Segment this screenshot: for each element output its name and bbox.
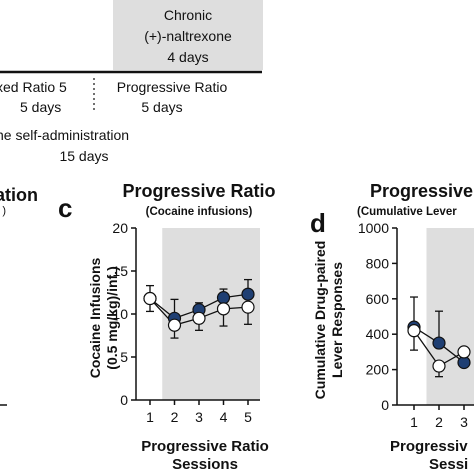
panel-d-shaded-region — [426, 228, 474, 405]
partial-panel-subtitle: ) — [2, 205, 6, 217]
panel-c-xtick-label: 3 — [195, 409, 203, 425]
panel-d-title: Progressive — [370, 181, 473, 201]
panel-d-ytick-label: 0 — [381, 397, 389, 413]
panel-d-ytick-label: 200 — [366, 362, 390, 378]
fixed-ratio-line-1: xed Ratio 5 — [0, 79, 67, 95]
panel-c-letter: c — [58, 193, 72, 223]
progressive-ratio-line-1: Progressive Ratio — [117, 79, 228, 95]
self-admin-line-1: ne self-administration — [0, 127, 129, 143]
panel-c-series-open-point — [192, 311, 206, 325]
panel-c-title: Progressive Ratio — [122, 181, 275, 201]
panel-d-ytick-label: 800 — [366, 255, 390, 271]
panel-d-series-filled-point — [432, 336, 446, 350]
panel-d-xtick-label: 2 — [435, 414, 443, 430]
fixed-ratio-line-2: 5 days — [20, 99, 61, 115]
panel-c-xtick-label: 5 — [244, 409, 252, 425]
panel-d-ytick-label: 400 — [366, 326, 390, 342]
panel-d-ytick-label: 1000 — [358, 220, 389, 236]
partial-panel-left: ation ) — [0, 185, 38, 406]
panel-c-ytick-label: 5 — [120, 349, 128, 365]
progressive-ratio-line-2: 5 days — [141, 99, 182, 115]
panel-c-series-open-point — [167, 318, 182, 332]
panel-c-ytick-label: 10 — [112, 306, 128, 322]
panel-c-series-open-point — [241, 300, 255, 314]
panel-d-ytick-label: 600 — [366, 291, 390, 307]
panel-d-series-open-point — [457, 345, 471, 359]
panel-d-xtick-label: 3 — [460, 414, 468, 430]
panel-c-ylabel-line-2: (0.5 mg/kg)/inf.) — [104, 266, 120, 369]
panel-d-ylabel-line-2: Lever Responses — [329, 262, 345, 378]
panel-c-subtitle: (Cocaine infusions) — [146, 206, 253, 218]
panel-d-letter: d — [310, 208, 326, 238]
panel-c-ylabel-line-1: Cocaine Infusions — [87, 258, 103, 379]
partial-panel-title: ation — [0, 185, 38, 205]
panel-c-ytick-label: 0 — [120, 392, 128, 408]
chronic-label-line-3: 4 days — [167, 49, 208, 65]
panel-d-ylabel-line-1: Cumulative Drug-paired — [312, 241, 328, 400]
panel-c: c Progressive Ratio (Cocaine infusions) … — [58, 181, 276, 473]
panel-c-xlabel-line-1: Progressive Ratio — [141, 438, 269, 455]
panel-c-ytick-label: 15 — [112, 263, 128, 279]
panel-c-xtick-label: 1 — [146, 409, 154, 425]
panel-d-series-open-point — [407, 324, 421, 338]
chronic-label-line-2: (+)-naltrexone — [144, 28, 232, 44]
panel-d-xtick-label: 1 — [410, 414, 418, 430]
panel-d-plot: 0 200 400 600 800 1000 1 2 3 — [358, 220, 474, 430]
panel-c-xlabel-line-2: Sessions — [172, 456, 238, 473]
self-admin-line-2: 15 days — [59, 148, 108, 164]
panel-c-ytick-label: 20 — [112, 220, 128, 236]
panel-c-xtick-label: 4 — [220, 409, 228, 425]
panel-d-subtitle: (Cumulative Lever — [357, 206, 457, 218]
chronic-label-line-1: Chronic — [164, 7, 212, 23]
panel-d-series-open-point — [432, 359, 446, 373]
panel-d-xlabel-line-1: Progressiv — [390, 438, 468, 455]
chronic-naltrexone-box — [113, 0, 263, 70]
panel-d: d Progressive (Cumulative Lever Cumulati… — [310, 181, 474, 473]
panel-c-series-open-point — [143, 291, 157, 306]
panel-c-series-filled-point — [241, 287, 255, 301]
panel-c-xtick-label: 2 — [171, 409, 179, 425]
timeline: Chronic (+)-naltrexone 4 days xed Ratio … — [0, 0, 263, 164]
panel-c-series-filled-point — [216, 291, 231, 305]
panel-c-series-open-point — [216, 302, 231, 316]
panel-d-xlabel-line-2: Sessi — [429, 456, 468, 473]
